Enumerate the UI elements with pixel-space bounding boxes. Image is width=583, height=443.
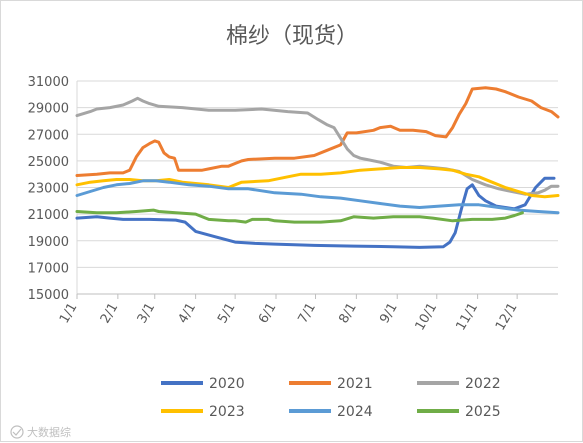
- legend: 2020 2021 2022 2023 2024 2025: [161, 376, 501, 420]
- legend-item-2025: 2025: [417, 404, 501, 420]
- x-tick-label: 5/1: [215, 301, 238, 327]
- x-tick-label: 1/1: [57, 301, 80, 327]
- legend-label: 2020: [209, 376, 245, 392]
- series-lines: [75, 86, 560, 249]
- legend-label: 2025: [465, 404, 501, 420]
- series-line-2025: [75, 208, 524, 224]
- legend-item-2023: 2023: [161, 404, 245, 420]
- y-tick-label: 17000: [28, 261, 69, 276]
- watermark: 大数据综: [10, 425, 71, 439]
- legend-label: 2024: [337, 404, 373, 420]
- watermark-logo-icon: [10, 425, 24, 439]
- axes: 15000 17000 19000 21000 23000 25000 27000 29000…: [28, 75, 558, 333]
- x-tick-label: 6/1: [256, 301, 279, 327]
- x-tick-label: 11/1: [453, 301, 481, 334]
- y-tick-label: 27000: [28, 128, 69, 143]
- legend-item-2021: 2021: [289, 376, 373, 392]
- grid-lines: [77, 80, 558, 295]
- watermark-text: 大数据综: [27, 425, 71, 439]
- x-tick-label: 8/1: [336, 301, 359, 327]
- legend-item-2022: 2022: [417, 376, 501, 392]
- y-tick-label: 25000: [28, 155, 69, 170]
- chart-title: 棉纱（现货）: [226, 24, 358, 49]
- y-tick-label: 29000: [28, 102, 69, 117]
- y-tick-label: 21000: [28, 208, 69, 223]
- legend-label: 2022: [465, 376, 501, 392]
- legend-label: 2023: [209, 404, 245, 420]
- y-tick-label: 19000: [28, 235, 69, 250]
- x-tick-label: 2/1: [98, 301, 121, 327]
- series-line-2024: [75, 179, 560, 215]
- y-tick-label: 23000: [28, 182, 69, 197]
- x-tick-label: 10/1: [413, 301, 441, 334]
- y-tick-label: 15000: [28, 288, 69, 303]
- series-line-2020: [75, 176, 556, 249]
- x-tick-label: 3/1: [135, 301, 158, 327]
- x-tick-label: 9/1: [377, 301, 400, 327]
- x-tick-label: 7/1: [296, 301, 319, 327]
- legend-item-2024: 2024: [289, 404, 373, 420]
- legend-item-2020: 2020: [161, 376, 245, 392]
- legend-label: 2021: [337, 376, 373, 392]
- y-tick-label: 31000: [28, 75, 69, 90]
- x-tick-label: 4/1: [176, 301, 199, 327]
- series-line-2022: [75, 96, 560, 196]
- x-tick-label: 12/1: [493, 301, 521, 334]
- series-line-2021: [75, 86, 560, 177]
